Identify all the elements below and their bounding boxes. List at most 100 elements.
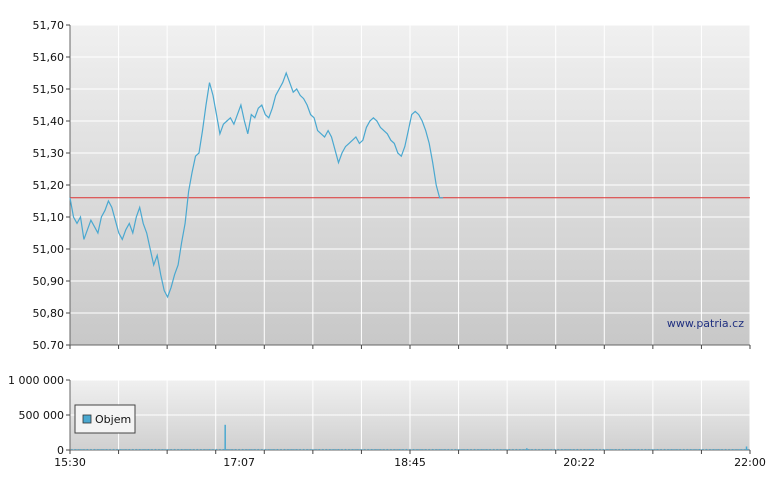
volume-bar: [334, 449, 336, 450]
volume-bar: [196, 448, 198, 450]
volume-legend: Objem: [74, 404, 136, 434]
volume-bar: [329, 449, 331, 450]
volume-bar: [139, 449, 141, 450]
volume-bar: [630, 449, 632, 450]
volume-bar: [540, 449, 542, 450]
volume-bar: [172, 449, 174, 450]
volume-bar: [453, 449, 455, 450]
volume-x-ticks: 15:30 17:07 18:45 20:22 22:00: [54, 450, 766, 469]
volume-bar: [721, 448, 723, 450]
volume-bar: [222, 448, 224, 450]
volume-bar: [618, 448, 620, 450]
volume-bar: [700, 449, 702, 450]
volume-bar: [437, 449, 439, 450]
volume-bar: [336, 449, 338, 450]
volume-bar: [303, 448, 305, 450]
volume-bar: [552, 449, 554, 450]
volume-bar: [283, 448, 285, 450]
volume-bar: [735, 449, 737, 450]
volume-bar: [228, 449, 230, 450]
volume-bar: [440, 449, 442, 450]
volume-bar: [397, 449, 399, 450]
volume-bar: [355, 449, 357, 450]
volume-bar: [447, 448, 449, 450]
volume-bar: [327, 449, 329, 450]
volume-bar: [364, 448, 366, 450]
x-tick-label: 20:22: [563, 456, 595, 469]
volume-bar: [310, 449, 312, 450]
volume-bar: [501, 449, 503, 450]
volume-panel: 1 000 000 500 000 0 15:30 17:07 18:45 20:22 22…: [8, 374, 766, 469]
volume-bar: [583, 449, 585, 450]
volume-bar: [76, 449, 78, 450]
volume-bar: [208, 449, 210, 450]
volume-bar-spike: [224, 424, 226, 450]
volume-bar: [369, 449, 371, 450]
volume-bar: [270, 449, 272, 450]
volume-bar: [712, 449, 714, 450]
volume-bar: [114, 449, 116, 450]
volume-bar: [257, 448, 259, 450]
volume-bar: [231, 449, 233, 450]
volume-bar: [135, 448, 137, 450]
volume-bar: [147, 449, 149, 450]
volume-bar: [271, 449, 273, 450]
volume-bar: [487, 449, 489, 450]
volume-bar: [505, 449, 507, 450]
volume-bar: [725, 448, 727, 450]
volume-bar: [263, 449, 265, 450]
volume-bar: [252, 449, 254, 450]
price-y-tick-label: 51,70: [33, 19, 65, 32]
volume-bar: [594, 449, 596, 450]
volume-bar: [569, 449, 571, 450]
volume-bar: [627, 449, 629, 450]
volume-bar: [444, 449, 446, 450]
volume-bar: [426, 449, 428, 450]
volume-bar: [191, 449, 193, 450]
volume-bar: [168, 449, 170, 450]
volume-bar: [200, 448, 202, 450]
volume-bar: [198, 449, 200, 450]
volume-bar: [608, 449, 610, 450]
volume-bar: [97, 449, 99, 450]
volume-bar: [219, 448, 221, 450]
volume-bar: [184, 449, 186, 450]
volume-y-tick-label: 0: [57, 444, 64, 457]
volume-bar: [132, 448, 134, 450]
volume-bar: [742, 449, 744, 450]
volume-bar: [454, 448, 456, 450]
volume-bar: [256, 449, 258, 450]
legend-label: Objem: [95, 413, 131, 426]
x-tick-label: 17:07: [223, 456, 255, 469]
volume-bar: [125, 449, 127, 450]
volume-bar: [207, 449, 209, 450]
volume-bar: [165, 449, 167, 450]
volume-bar: [678, 449, 680, 450]
volume-bar: [613, 449, 615, 450]
volume-bar: [149, 449, 151, 450]
volume-bar: [482, 449, 484, 450]
volume-bar: [599, 448, 601, 450]
volume-bar: [390, 448, 392, 450]
volume-bar: [480, 449, 482, 450]
volume-bar: [491, 449, 493, 450]
volume-bar: [733, 449, 735, 450]
volume-bar: [423, 449, 425, 450]
volume-bar: [86, 448, 88, 450]
volume-bar: [299, 448, 301, 450]
volume-bar: [632, 449, 634, 450]
volume-bar: [341, 448, 343, 450]
volume-bar: [161, 449, 163, 450]
volume-bar: [603, 448, 605, 450]
volume-bar: [362, 449, 364, 450]
volume-bar: [585, 449, 587, 450]
volume-bar: [533, 449, 535, 450]
volume-bar: [163, 449, 165, 450]
price-x-ticks: [69, 345, 751, 349]
volume-bar: [338, 449, 340, 450]
volume-bar: [550, 449, 552, 450]
volume-bar: [732, 449, 734, 450]
volume-bar: [399, 449, 401, 450]
volume-bar: [113, 448, 115, 450]
